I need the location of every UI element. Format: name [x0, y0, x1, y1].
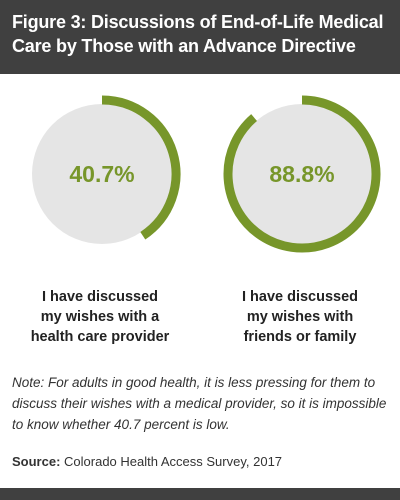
donut-charts: 40.7% I have discussed my wishes with a … — [0, 84, 400, 364]
footer-bar — [0, 488, 400, 500]
donut-caption-family: I have discussed my wishes with friends … — [200, 287, 400, 347]
donut-track — [32, 104, 172, 244]
source-label: Source: — [12, 454, 61, 469]
donut-track — [232, 104, 372, 244]
caption-line: friends or family — [243, 329, 357, 345]
caption-line: I have discussed — [41, 289, 159, 305]
caption-line: my wishes with — [246, 309, 354, 325]
donut-arc — [101, 95, 181, 240]
donut-value-label: 88.8% — [269, 161, 334, 187]
donut-caption-provider: I have discussed my wishes with a health… — [0, 287, 200, 347]
donut-svg-provider: 40.7% — [32, 95, 181, 244]
source-line: Source: Colorado Health Access Survey, 2… — [12, 453, 390, 471]
note-text: Note: For adults in good health, it is l… — [12, 375, 387, 432]
caption-line: my wishes with a — [40, 309, 160, 325]
figure-header: Figure 3: Discussions of End-of-Life Med… — [0, 0, 400, 74]
source-text: Colorado Health Access Survey, 2017 — [64, 454, 283, 469]
donut-arc — [223, 95, 381, 253]
donut-value-label: 40.7% — [69, 161, 134, 187]
caption-line: I have discussed — [241, 289, 359, 305]
figure-title: Figure 3: Discussions of End-of-Life Med… — [12, 12, 384, 56]
caption-line: health care provider — [30, 329, 170, 345]
donut-svg-family: 88.8% — [223, 95, 381, 253]
